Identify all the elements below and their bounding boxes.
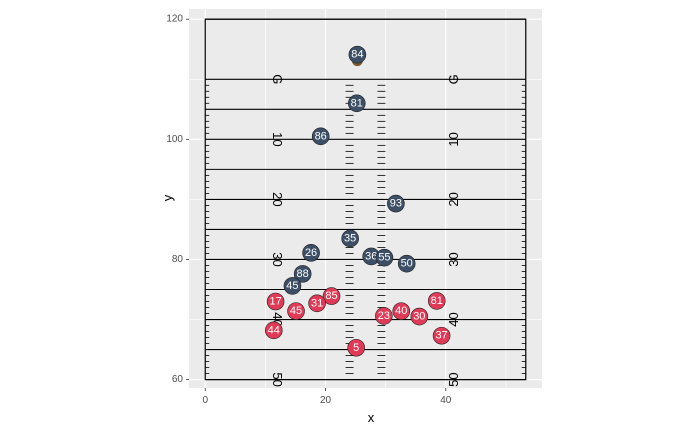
player-circle — [427, 292, 446, 310]
player-circle — [375, 307, 393, 325]
yard-number: G — [446, 74, 461, 84]
player-label: 44 — [268, 324, 280, 336]
player-label: 26 — [305, 247, 317, 259]
yard-number: 50 — [270, 372, 285, 386]
player-offense-5: 5 — [347, 338, 365, 357]
player-label: 93 — [390, 198, 402, 210]
yard-number: 20 — [446, 192, 461, 206]
player-circle — [410, 307, 429, 326]
player-defense-50: 50 — [397, 254, 416, 273]
yard-number: 30 — [446, 252, 461, 266]
player-offense-81: 81 — [427, 292, 446, 310]
yard-number: 40 — [446, 312, 461, 326]
y-tick-label: 60 — [172, 374, 184, 385]
player-defense-84: 84 — [348, 45, 367, 64]
player-circle — [287, 302, 305, 320]
player-label: 37 — [435, 330, 447, 342]
axes: 60 80 100 120 0 20 40 — [166, 14, 451, 406]
player-label: 55 — [378, 252, 390, 264]
player-defense-35: 35 — [341, 229, 359, 248]
player-defense-86: 86 — [311, 127, 330, 146]
player-circle — [308, 294, 326, 313]
player-circle — [375, 248, 394, 267]
player-circle — [322, 287, 341, 305]
player-label: 81 — [431, 295, 443, 307]
player-defense-81: 81 — [347, 94, 366, 113]
player-circle — [266, 292, 285, 311]
player-circle — [387, 194, 405, 213]
player-label: 5 — [353, 342, 359, 354]
player-defense-45: 45 — [283, 277, 302, 295]
player-offense-45: 45 — [287, 302, 305, 320]
player-label: 45 — [290, 305, 302, 317]
player-circle — [311, 127, 330, 146]
player-label: 81 — [351, 97, 363, 109]
player-label: 35 — [344, 232, 356, 244]
x-tick-label: 20 — [320, 395, 332, 406]
yard-number: G — [270, 74, 285, 84]
player-label: 23 — [378, 310, 390, 322]
player-circle — [264, 321, 283, 340]
x-axis-title: x — [368, 410, 375, 425]
yard-number: 50 — [446, 372, 461, 386]
x-tick-label: 0 — [202, 395, 208, 406]
player-offense-31: 31 — [308, 294, 326, 313]
player-defense-93: 93 — [387, 194, 405, 213]
player-circle — [283, 277, 302, 295]
player-circle — [347, 94, 366, 113]
yard-number: 20 — [270, 192, 285, 206]
player-label: 40 — [395, 305, 407, 317]
y-tick-label: 80 — [172, 254, 184, 265]
player-circle — [348, 45, 367, 64]
yard-number: 30 — [270, 252, 285, 266]
player-circle — [302, 244, 320, 262]
football-field: G G 10 10 20 20 30 30 40 40 50 50 — [204, 18, 527, 387]
player-circle — [432, 326, 451, 345]
player-label: 85 — [325, 290, 337, 302]
player-defense-88: 88 — [293, 265, 312, 283]
player-offense-23: 23 — [375, 307, 393, 325]
y-axis-title: y — [160, 194, 175, 201]
y-tick-label: 120 — [166, 14, 183, 25]
yard-number: 10 — [270, 132, 285, 146]
x-tick-label: 40 — [440, 395, 452, 406]
player-label: 31 — [311, 297, 323, 309]
player-label: 45 — [286, 280, 298, 292]
player-label: 17 — [269, 296, 281, 308]
player-label: 36 — [365, 250, 377, 262]
player-circle — [341, 229, 359, 248]
player-label: 30 — [413, 311, 425, 323]
player-label: 88 — [297, 268, 309, 280]
player-offense-30: 30 — [410, 307, 429, 326]
player-offense-40: 40 — [392, 302, 411, 320]
player-defense-26: 26 — [302, 244, 320, 262]
yard-number: 10 — [446, 132, 461, 146]
player-circle — [392, 302, 411, 320]
player-label: 84 — [351, 49, 363, 61]
panel-background — [189, 9, 542, 388]
player-label: 86 — [315, 130, 327, 142]
player-offense-85: 85 — [322, 287, 341, 305]
player-circle — [347, 338, 365, 357]
player-offense-37: 37 — [432, 326, 451, 345]
player-label: 50 — [401, 258, 413, 270]
player-offense-44: 44 — [264, 321, 283, 340]
player-offense-17: 17 — [266, 292, 285, 311]
y-tick-label: 100 — [166, 134, 183, 145]
player-circle — [293, 265, 312, 283]
player-circle — [397, 254, 416, 273]
player-defense-55: 55 — [375, 248, 394, 267]
